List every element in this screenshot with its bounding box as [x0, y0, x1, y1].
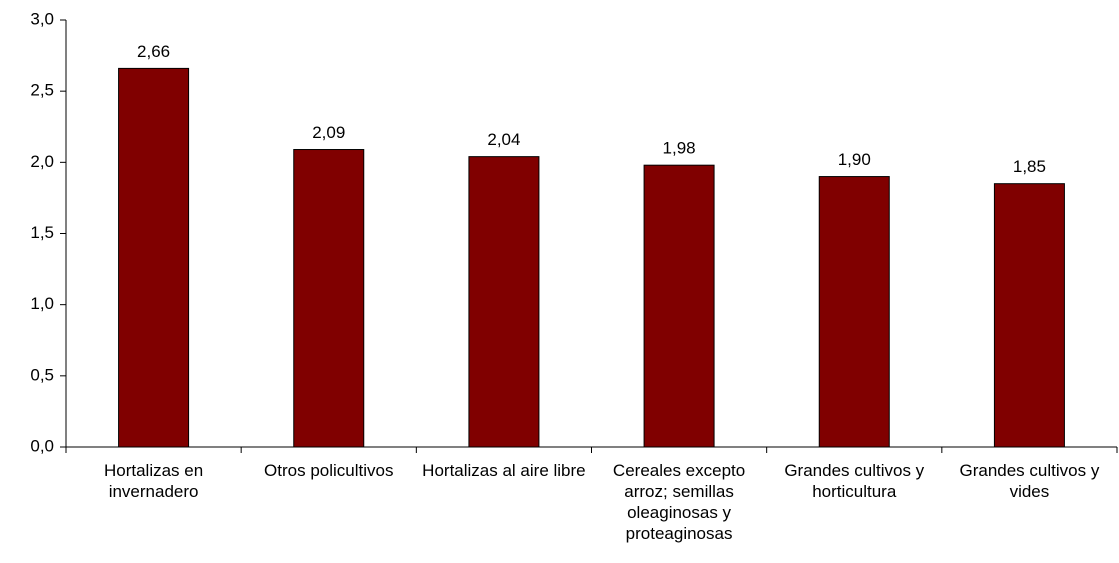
x-tick-label: Cereales excepto arroz; semillas oleagin…	[612, 461, 746, 543]
x-tick-label: Hortalizas al aire libre	[422, 461, 586, 480]
y-tick-label: 0,5	[30, 365, 54, 384]
y-tick-label: 2,5	[30, 81, 54, 100]
data-label: 1,98	[663, 139, 696, 158]
y-tick-label: 2,0	[30, 152, 54, 171]
data-label: 2,09	[312, 123, 345, 142]
bar	[643, 164, 715, 448]
bar	[818, 176, 890, 448]
x-tick-label: Grandes cultivos y vides	[959, 461, 1100, 501]
y-tick-label: 1,5	[30, 223, 54, 242]
bar	[993, 183, 1065, 448]
y-tick-label: 3,0	[30, 9, 54, 28]
x-tick-label: Hortalizas en invernadero	[103, 461, 204, 501]
data-label: 2,04	[487, 130, 520, 149]
data-label: 1,90	[838, 150, 871, 169]
bar	[118, 67, 190, 448]
y-tick-label: 1,0	[30, 294, 54, 313]
data-label: 2,66	[137, 42, 170, 61]
data-label: 1,85	[1013, 157, 1046, 176]
x-tick-label: Grandes cultivos y horticultura	[784, 461, 925, 501]
bar	[468, 156, 540, 448]
y-tick-label: 0,0	[30, 436, 54, 455]
x-tick-label: Otros policultivos	[264, 461, 394, 480]
bar	[293, 149, 365, 448]
